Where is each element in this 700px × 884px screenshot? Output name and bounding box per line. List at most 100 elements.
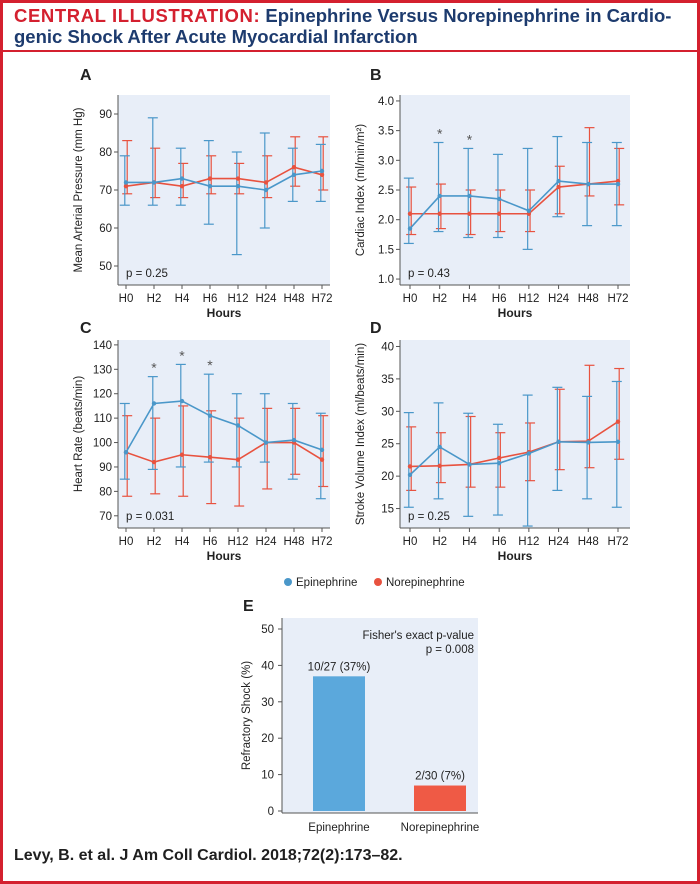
p-value-label: p = 0.031 <box>126 511 174 523</box>
x-tick-label: H0 <box>119 293 134 305</box>
data-point-epinephrine <box>263 440 269 445</box>
x-tick-label: H72 <box>607 293 628 305</box>
x-tick-label: H6 <box>203 536 218 548</box>
x-tick-label: H12 <box>518 293 539 305</box>
data-point-norepinephrine <box>496 211 502 216</box>
data-point-epinephrine <box>437 193 442 199</box>
bar-norepinephrine <box>414 785 466 811</box>
x-tick-label: H6 <box>203 293 218 305</box>
x-tick-label: H12 <box>227 536 248 548</box>
y-tick-label: 70 <box>99 511 112 523</box>
p-value-label: p = 0.25 <box>126 268 168 280</box>
x-tick-label: H48 <box>578 536 599 548</box>
y-tick-label: 110 <box>94 413 112 425</box>
panel-b: B 1.0 1.5 2.0 2.5 3.0 3.5 4.0 H0 H2 H4 H6 H12 H24 H48 H… <box>355 67 630 320</box>
y-tick-label: 1.0 <box>378 274 394 286</box>
data-point-epinephrine <box>437 444 442 450</box>
series-line-epinephrine <box>126 170 323 191</box>
y-tick-label: 20 <box>261 733 274 745</box>
x-tick-label: H24 <box>255 293 277 305</box>
data-point-epinephrine <box>207 413 213 418</box>
data-point-norepinephrine <box>407 211 413 216</box>
x-tick-label: H0 <box>403 293 418 305</box>
series-line-epinephrine <box>409 180 618 230</box>
y-axis-label: Heart Rate (beats/min) <box>73 376 85 492</box>
x-tick-label: H24 <box>548 536 570 548</box>
data-point-norepinephrine <box>179 452 185 457</box>
legend-marker-epinephrine <box>284 578 292 586</box>
series-line-norepinephrine <box>409 421 619 468</box>
x-axis-label: Hours <box>498 306 533 320</box>
x-axis-label: Hours <box>207 306 242 320</box>
x-axis-label: Hours <box>498 549 533 563</box>
data-point-epinephrine <box>291 437 297 443</box>
citation: Levy, B. et al. J Am Coll Cardiol. 2018;… <box>14 847 403 864</box>
x-tick-label: H4 <box>462 536 477 548</box>
data-point-epinephrine <box>263 187 269 193</box>
data-point-epinephrine <box>586 440 591 445</box>
data-point-norepinephrine <box>235 176 241 181</box>
x-tick-label: H24 <box>548 293 570 305</box>
y-tick-label: 4.0 <box>378 96 394 108</box>
x-tick-label: H48 <box>578 293 599 305</box>
data-point-epinephrine <box>407 472 413 478</box>
x-tick-label: H4 <box>175 293 190 305</box>
p-value-label: p = 0.25 <box>408 511 450 523</box>
y-tick-label: 70 <box>99 185 112 197</box>
data-point-epinephrine <box>556 439 561 444</box>
y-tick-label: 0 <box>268 806 274 818</box>
data-point-norepinephrine <box>319 172 325 177</box>
y-tick-label: 100 <box>93 438 112 450</box>
y-axis-label: Cardiac Index (ml/min/m²) <box>355 124 367 256</box>
panel-c: C 70 80 90 100 110 120 130 140 H0 H2 H4 H6 H12 H24 H48 H… <box>73 320 333 563</box>
x-tick-label: H12 <box>518 536 539 548</box>
x-tick-label: H2 <box>147 293 162 305</box>
data-point-norepinephrine <box>437 463 442 468</box>
significance-marker: * <box>467 131 473 147</box>
y-tick-label: 30 <box>381 406 394 418</box>
bar-data-label: 2/30 (7%) <box>415 771 465 783</box>
data-point-norepinephrine <box>467 211 472 216</box>
plot-area <box>400 95 630 285</box>
series-line-norepinephrine <box>125 441 323 463</box>
legend-marker-norepinephrine <box>374 578 382 586</box>
data-point-epinephrine <box>235 423 241 428</box>
y-axis-label: Refractory Shock (%) <box>241 661 253 770</box>
data-point-epinephrine <box>235 184 241 189</box>
x-tick-label: H2 <box>432 293 447 305</box>
data-point-norepinephrine <box>123 184 129 189</box>
data-point-epinephrine <box>123 180 129 185</box>
series-line-norepinephrine <box>125 166 323 188</box>
panel-letter: A <box>80 67 92 84</box>
data-point-epinephrine <box>615 439 621 444</box>
header: CENTRAL ILLUSTRATION: Epinephrine Versus… <box>0 0 700 52</box>
series-line-epinephrine <box>125 400 323 453</box>
x-tick-label: H0 <box>403 536 418 548</box>
y-tick-label: 60 <box>99 223 112 235</box>
data-point-norepinephrine <box>496 455 502 461</box>
data-point-norepinephrine <box>179 184 185 189</box>
plot-area <box>118 340 330 528</box>
data-point-norepinephrine <box>407 464 413 469</box>
legend-label-epinephrine: Epinephrine <box>296 577 357 589</box>
x-tick-label: H12 <box>227 293 248 305</box>
x-tick-label: H72 <box>607 536 628 548</box>
data-point-norepinephrine <box>556 184 561 190</box>
header-title-text: Epinephrine Versus Norepinephrine in Car… <box>14 5 672 47</box>
data-point-norepinephrine <box>615 419 621 424</box>
data-point-epinephrine <box>467 193 472 199</box>
plot-area <box>400 340 630 528</box>
data-point-epinephrine <box>179 176 185 181</box>
data-point-epinephrine <box>123 450 129 455</box>
significance-marker: * <box>207 357 213 373</box>
plot-area <box>118 95 330 285</box>
panel-e: E 0 10 20 30 40 50 10/27 (37%) Epinephrine 2/30 (… <box>241 598 479 834</box>
x-tick-label: Epinephrine <box>308 822 369 834</box>
significance-marker: * <box>151 360 157 376</box>
y-tick-label: 1.5 <box>378 244 394 256</box>
y-tick-label: 35 <box>381 374 394 386</box>
data-point-epinephrine <box>151 401 157 406</box>
y-tick-label: 90 <box>99 462 112 474</box>
